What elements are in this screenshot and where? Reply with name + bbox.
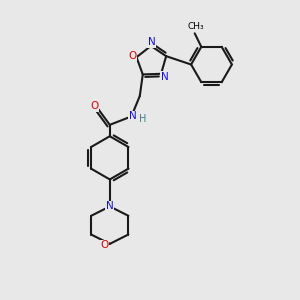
Text: O: O [91,101,99,111]
Text: O: O [100,240,109,250]
Text: H: H [139,114,146,124]
Text: N: N [106,201,114,212]
Text: O: O [128,51,136,61]
Text: CH₃: CH₃ [188,22,205,31]
Text: N: N [129,111,137,122]
Text: N: N [161,72,169,82]
Text: N: N [148,37,156,47]
